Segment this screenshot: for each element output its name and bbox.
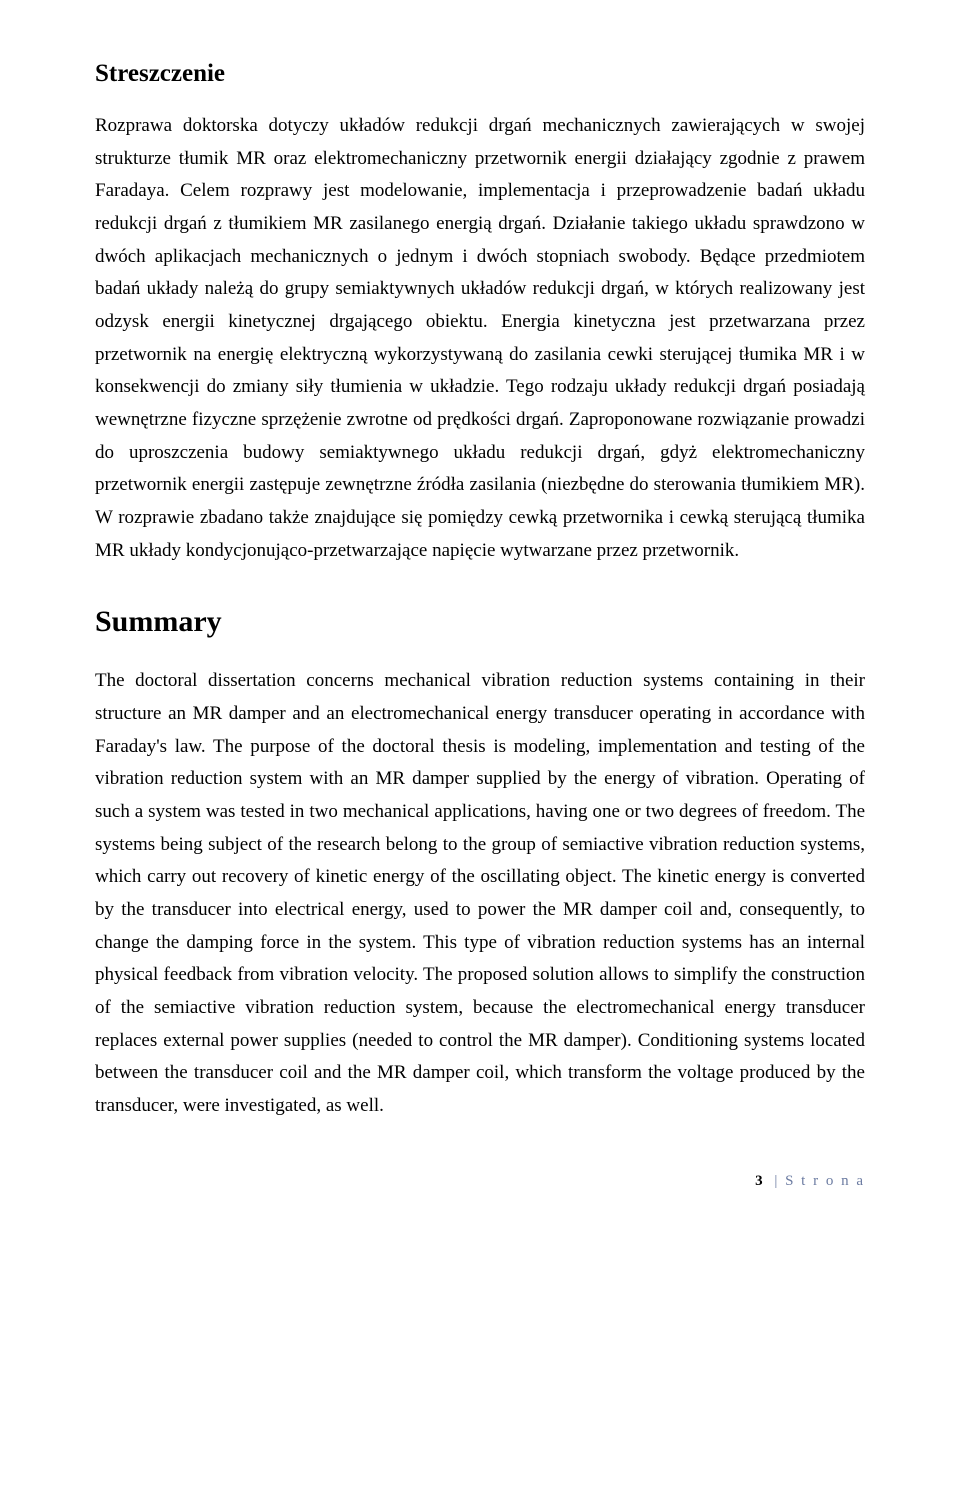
summary-heading-en: Summary: [95, 605, 865, 639]
abstract-heading-pl: Streszczenie: [95, 60, 865, 88]
page-footer: 3 | S t r o n a: [95, 1173, 865, 1190]
page-label: | S t r o n a: [774, 1173, 865, 1189]
summary-paragraph-en: The doctoral dissertation concerns mecha…: [95, 665, 865, 1122]
abstract-paragraph-pl: Rozprawa doktorska dotyczy układów reduk…: [95, 110, 865, 567]
page-number: 3: [755, 1173, 763, 1189]
